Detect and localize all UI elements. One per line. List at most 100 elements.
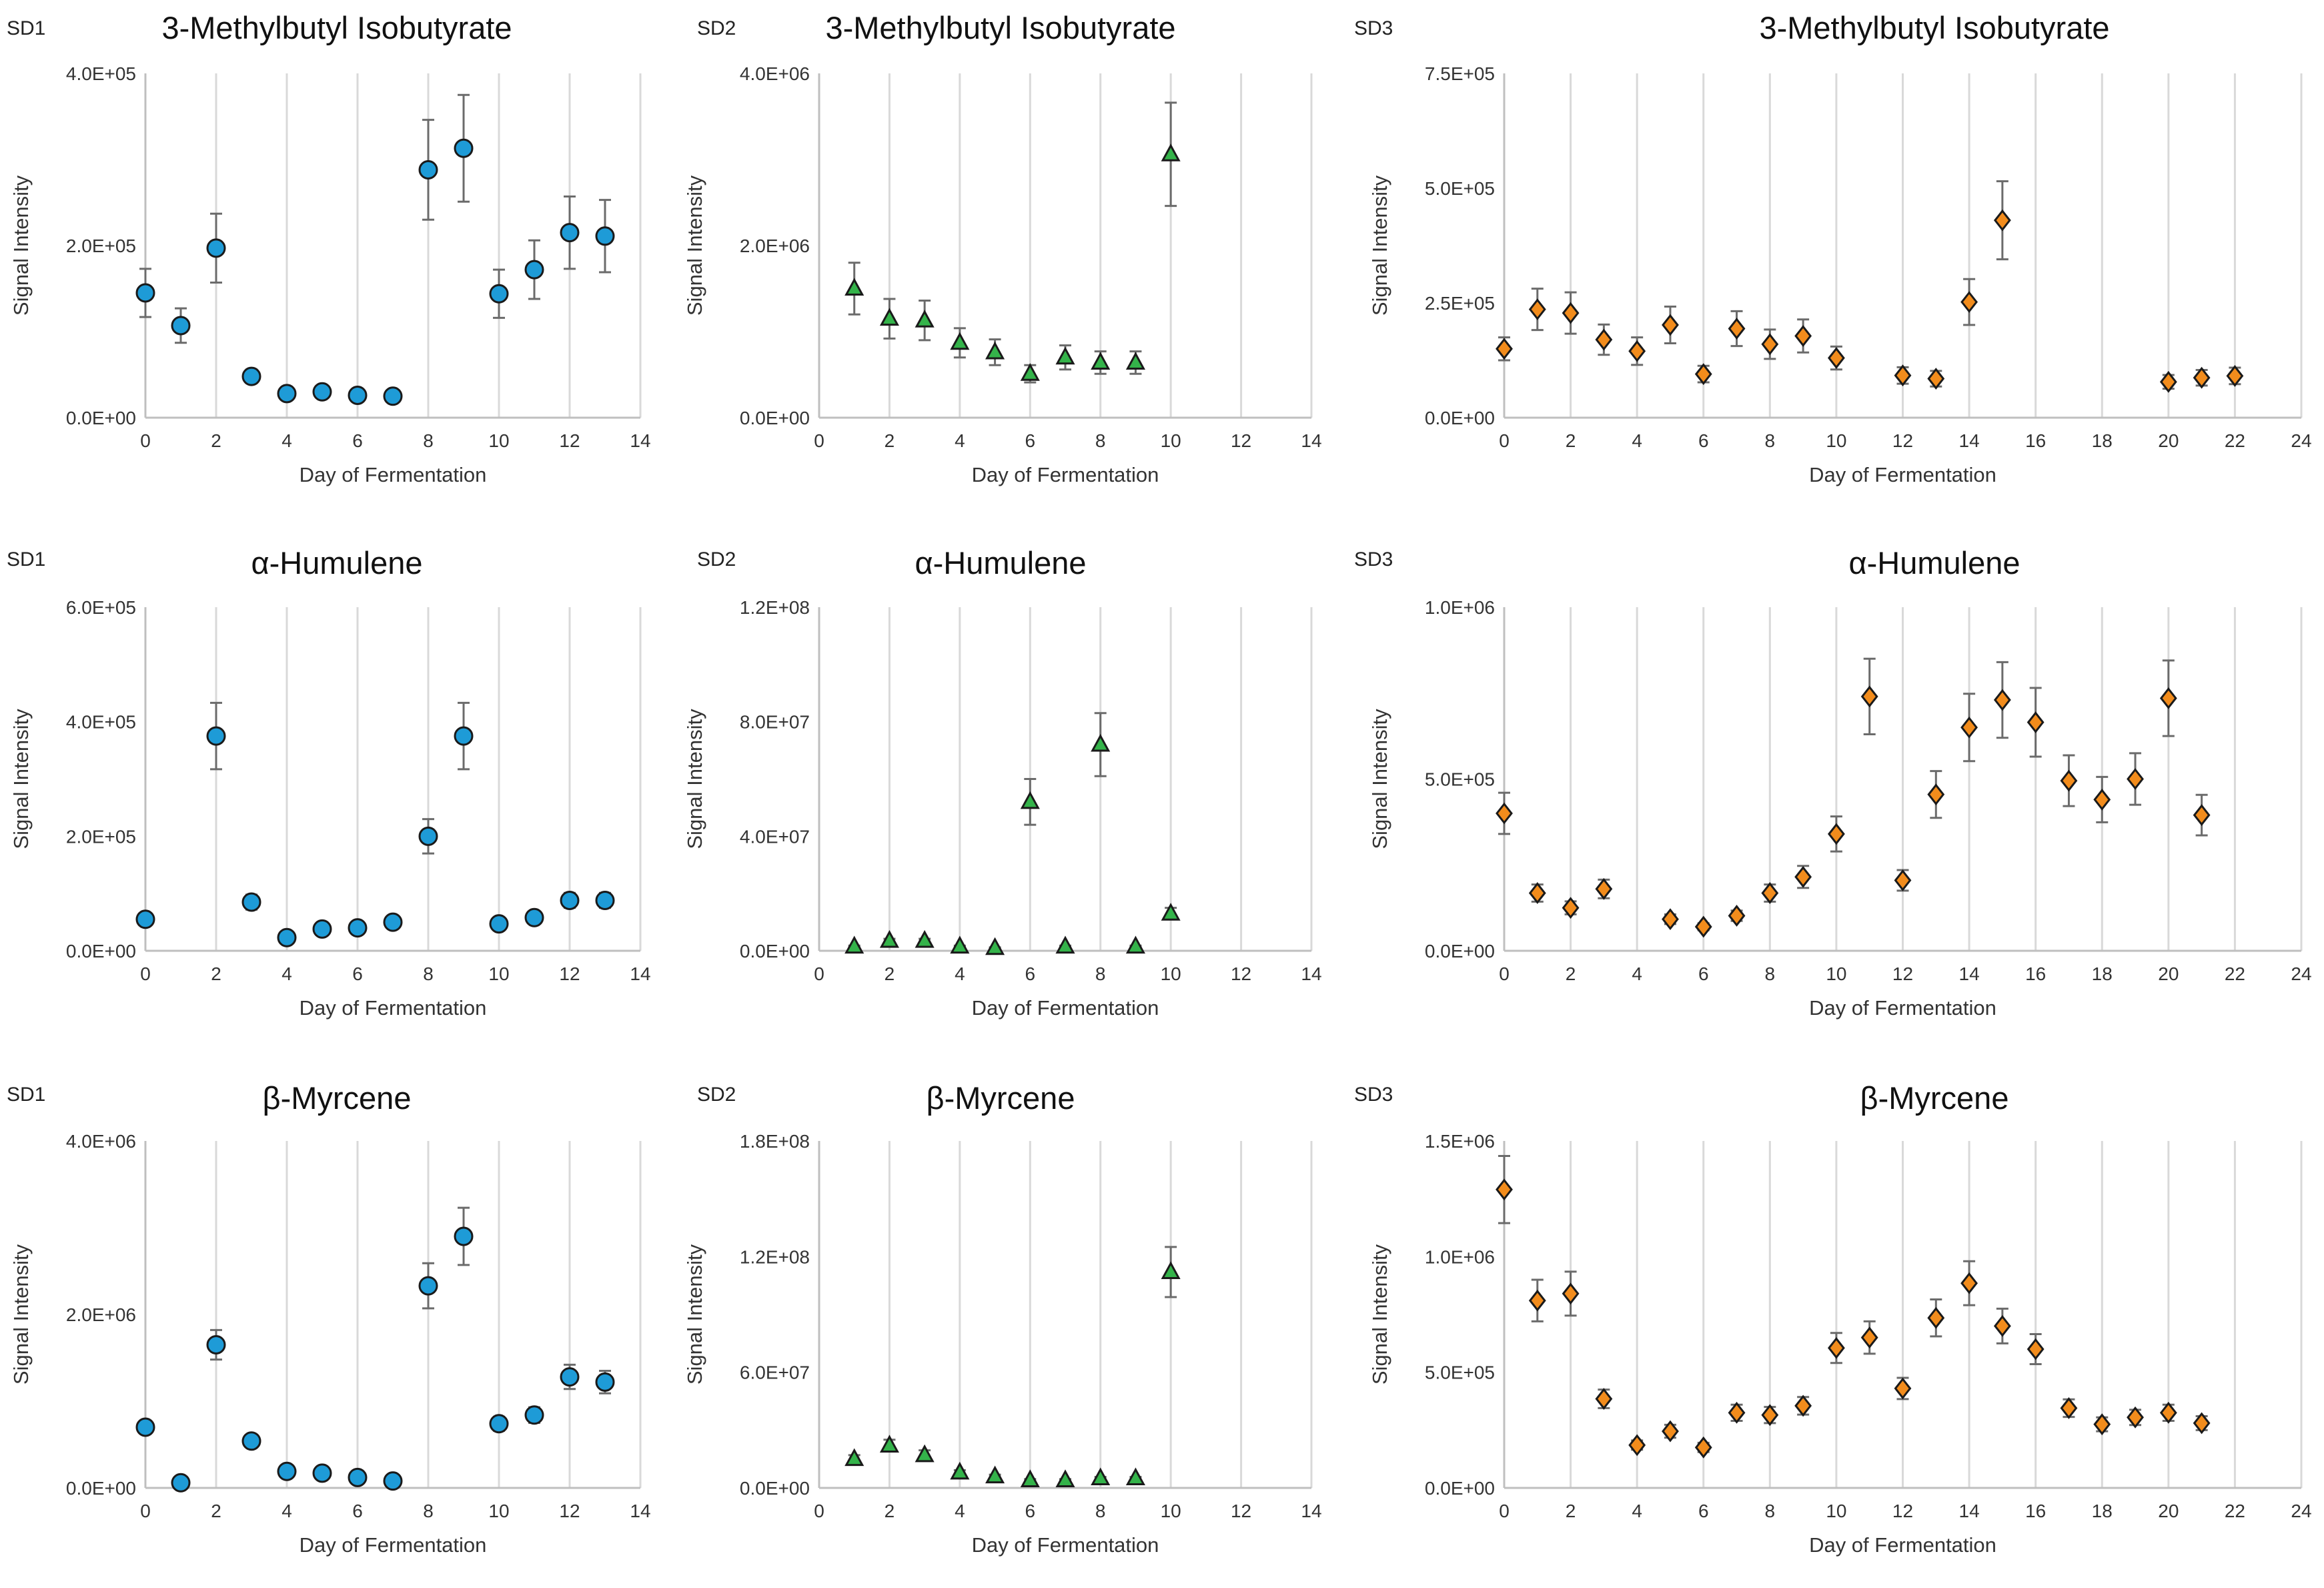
data-point-diamond (2060, 1397, 2078, 1419)
data-point-diamond (1694, 915, 1712, 938)
x-tick-label: 8 (1095, 1501, 1106, 1521)
x-tick-label: 10 (488, 1501, 509, 1521)
data-point-triangle (985, 341, 1005, 360)
x-tick-label: 2 (1566, 963, 1576, 984)
x-tick-label: 10 (1161, 430, 1181, 451)
data-point-diamond (2093, 788, 2111, 811)
data-point-diamond (1562, 897, 1580, 919)
data-point-triangle (985, 1465, 1005, 1484)
data-point-diamond (1728, 318, 1746, 340)
data-point-diamond (1728, 905, 1746, 927)
x-tick-label: 12 (1892, 1501, 1913, 1521)
data-point-circle (206, 1335, 226, 1354)
x-tick-label: 14 (1301, 430, 1321, 451)
x-tick-label: 8 (1765, 963, 1776, 984)
data-point-diamond (1894, 869, 1912, 891)
y-tick-label: 1.0E+06 (1425, 597, 1495, 618)
data-point-diamond (1562, 302, 1580, 324)
x-tick-label: 14 (630, 1501, 650, 1521)
data-point-diamond (1761, 882, 1779, 904)
x-tick-label: 0 (140, 1501, 151, 1521)
x-tick-label: 10 (1161, 1501, 1181, 1521)
panel-label: SD3 (1354, 1084, 1393, 1106)
x-tick-label: 4 (955, 1501, 965, 1521)
data-point-diamond (2026, 711, 2045, 733)
data-point-diamond (2127, 768, 2144, 790)
data-point-triangle (844, 278, 864, 296)
panel-title: α-Humulene (251, 545, 422, 580)
panel-label: SD1 (7, 548, 45, 570)
data-point-triangle (1091, 1467, 1111, 1486)
data-point-triangle (950, 1461, 970, 1480)
data-point-triangle (915, 929, 935, 948)
data-point-diamond (1694, 1436, 1712, 1459)
data-point-diamond (1794, 1395, 1812, 1417)
data-point-diamond (1993, 1314, 2011, 1337)
y-tick-label: 4.0E+07 (740, 826, 810, 847)
x-tick-label: 14 (630, 430, 650, 451)
x-tick-label: 8 (1095, 963, 1106, 984)
x-axis-label: Day of Fermentation (300, 1533, 487, 1557)
chart-sd1-ester: 0 2 4 6 8 10 12 14 0.0E+00 2.0E+05 4.0E+05 Day of F… (7, 10, 651, 486)
data-point-diamond (1761, 333, 1779, 356)
x-tick-label: 8 (1765, 1501, 1776, 1521)
x-tick-label: 6 (352, 430, 363, 451)
y-tick-label: 4.0E+05 (66, 63, 136, 84)
x-tick-label: 4 (1632, 1501, 1642, 1521)
x-tick-label: 6 (352, 963, 363, 984)
y-tick-label: 4.0E+06 (740, 63, 810, 84)
data-point-circle (418, 826, 438, 846)
panel-label: SD1 (7, 17, 45, 39)
x-tick-label: 0 (1499, 430, 1510, 451)
data-point-triangle (1020, 1469, 1040, 1487)
x-tick-label: 24 (2291, 430, 2311, 451)
y-tick-label: 0.0E+00 (66, 408, 136, 428)
x-tick-label: 2 (885, 430, 895, 451)
data-point-circle (277, 1461, 297, 1481)
y-tick-label: 0.0E+00 (740, 408, 810, 428)
chart-sd2-ester: 0 2 4 6 8 10 12 14 0.0E+00 2.0E+06 4.0E+06 Day of F… (683, 10, 1322, 486)
x-tick-label: 14 (1959, 1501, 1980, 1521)
chart-sd3-ester: 0 2 4 6 8 10 12 14 16 18 20 22 240.0E+002.5E+055.0E+… (1354, 10, 2312, 486)
x-tick-label: 8 (1765, 430, 1776, 451)
data-point-circle (312, 919, 332, 939)
x-tick-label: 12 (559, 963, 580, 984)
chart-sd2-humulene: 0 2 4 6 8 10 12 14 0.0E+00 4.0E+07 8.0E+07 1.2E+08 D… (683, 545, 1322, 1020)
data-point-diamond (2093, 1413, 2111, 1436)
data-point-diamond (1595, 877, 1613, 900)
y-tick-label: 0.0E+00 (740, 1478, 810, 1499)
x-tick-label: 4 (1632, 963, 1642, 984)
data-point-diamond (1894, 364, 1912, 387)
data-point-diamond (1662, 314, 1679, 336)
data-point-triangle (950, 935, 970, 954)
x-tick-label: 12 (559, 1501, 580, 1521)
data-point-circle (524, 907, 544, 927)
x-tick-label: 6 (352, 1501, 363, 1521)
data-point-diamond (1894, 1377, 1912, 1400)
data-point-circle (241, 1431, 261, 1451)
data-point-circle (524, 260, 544, 280)
x-tick-label: 12 (1231, 1501, 1251, 1521)
chart-sd3-myrcene: 0 2 4 6 8 10 12 14 16 18 20 22 240.0E+005.0E+051.0E+… (1354, 1080, 2312, 1557)
data-point-circle (348, 385, 368, 405)
data-point-triangle (1091, 733, 1111, 752)
chart-sd3-humulene: 0 2 4 6 8 10 12 14 16 18 20 22 240.0E+005.0E+051.0E+… (1354, 545, 2312, 1020)
x-tick-label: 0 (1499, 1501, 1510, 1521)
x-tick-label: 8 (423, 963, 434, 984)
data-point-diamond (1960, 1272, 1978, 1294)
y-tick-label: 8.0E+07 (740, 712, 810, 733)
y-tick-label: 0.0E+00 (1425, 941, 1495, 961)
x-tick-label: 6 (1698, 430, 1709, 451)
y-tick-label: 2.0E+05 (66, 826, 136, 847)
data-point-circle (277, 384, 297, 404)
data-point-circle (171, 1473, 191, 1493)
data-point-triangle (1161, 143, 1181, 161)
y-tick-label: 0.0E+00 (1425, 1478, 1495, 1499)
data-point-diamond (1694, 363, 1712, 386)
y-tick-label: 1.5E+06 (1425, 1131, 1495, 1152)
data-point-diamond (2226, 364, 2244, 387)
y-tick-label: 2.0E+06 (66, 1304, 136, 1325)
panel-title: β-Myrcene (1860, 1080, 2009, 1116)
x-tick-label: 24 (2291, 963, 2311, 984)
